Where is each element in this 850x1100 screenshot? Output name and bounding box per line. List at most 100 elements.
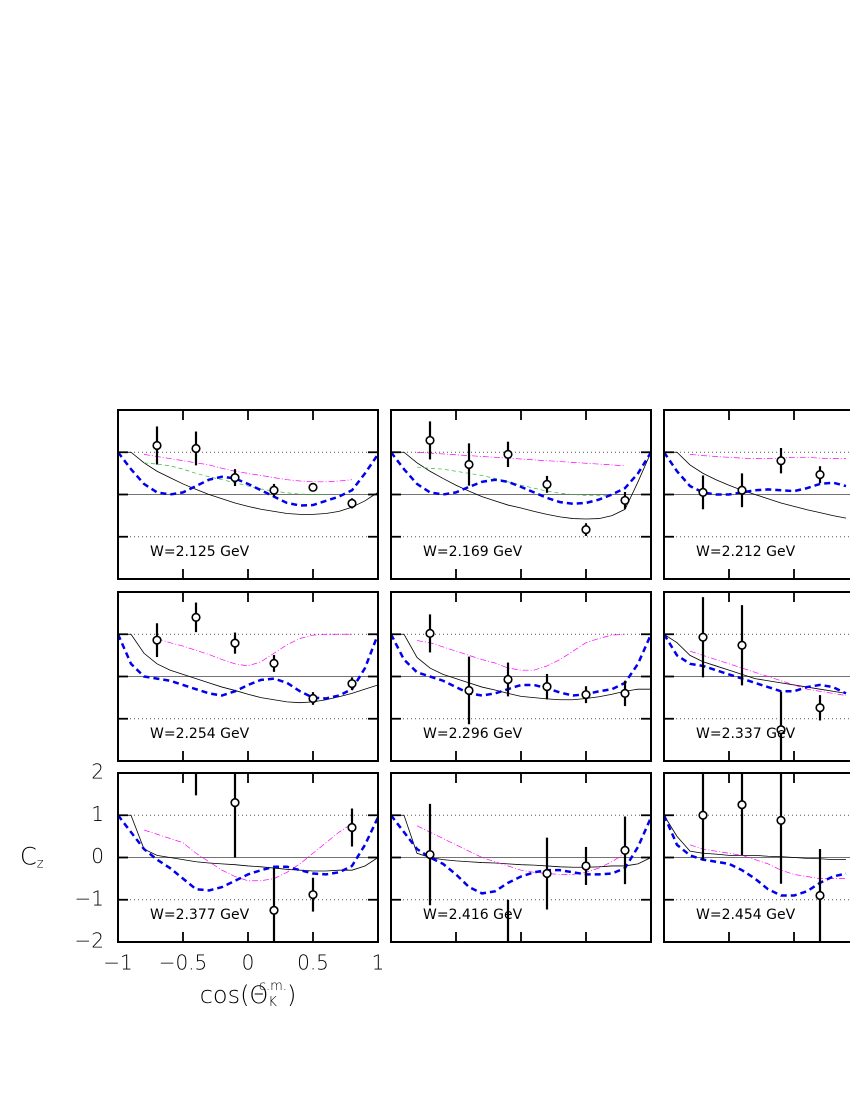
data-point <box>698 487 708 497</box>
data-point <box>269 658 279 669</box>
data-point <box>269 905 279 915</box>
data-point <box>620 495 630 506</box>
data-point <box>152 440 162 451</box>
x-axis-title-part: c.m. <box>259 979 287 994</box>
model-curve <box>391 633 651 697</box>
panel-frame <box>390 409 652 580</box>
model-curve <box>416 466 612 497</box>
y-axis-title-part: C <box>20 843 37 871</box>
data-point <box>737 800 747 810</box>
y-tick-label: 1 <box>91 802 104 826</box>
panel-frame <box>117 591 379 762</box>
model-curve <box>118 633 378 700</box>
data-point <box>698 632 708 642</box>
data-point <box>425 435 435 446</box>
panel-frame <box>663 772 850 943</box>
panel-frame <box>390 591 652 762</box>
panel-frame <box>117 409 379 580</box>
x-tick-label: 0.5 <box>297 951 329 975</box>
data-point <box>347 822 357 833</box>
panel <box>664 773 850 942</box>
model-curve <box>664 451 847 496</box>
panel-frame <box>117 772 379 943</box>
data-point <box>620 688 630 699</box>
data-point <box>464 459 474 470</box>
data-point <box>308 693 318 704</box>
annotation: W=2.169 GeV <box>423 544 523 560</box>
data-point <box>308 482 318 492</box>
panel-frame <box>390 772 652 943</box>
data-point <box>230 638 240 648</box>
panel <box>118 426 378 538</box>
model-curve <box>664 633 847 694</box>
model-curve <box>391 451 651 506</box>
data-point <box>581 524 591 535</box>
data-point <box>191 443 201 454</box>
x-tick-label: −0.5 <box>159 951 208 975</box>
data-point <box>192 744 200 752</box>
y-tick-label: −1 <box>75 886 104 910</box>
model-curve <box>118 814 378 892</box>
data-point <box>230 797 240 808</box>
annotation: W=2.125 GeV <box>150 544 250 560</box>
annotation: W=2.296 GeV <box>423 726 523 742</box>
y-axis-title-part: z <box>37 856 44 871</box>
data-point <box>308 890 318 900</box>
y-tick-label: −2 <box>75 929 104 953</box>
panel-frame <box>663 591 850 762</box>
data-point <box>698 810 708 820</box>
model-curve <box>391 814 651 895</box>
data-point <box>581 861 591 871</box>
data-point <box>425 628 435 639</box>
panel <box>391 803 651 942</box>
panel <box>118 602 378 720</box>
data-point <box>737 485 747 495</box>
annotation: W=2.254 GeV <box>150 726 250 742</box>
x-axis-title-part: ) <box>287 981 296 1009</box>
data-point <box>230 473 240 483</box>
data-point <box>542 868 552 879</box>
panel <box>391 421 651 538</box>
data-point <box>776 725 786 735</box>
model-curve <box>118 451 378 515</box>
data-point <box>581 690 591 700</box>
data-point <box>152 635 162 645</box>
model-curve <box>664 814 847 897</box>
model-curve <box>664 815 846 861</box>
model-curve <box>664 633 847 695</box>
panel <box>664 597 850 761</box>
y-tick-label: 2 <box>91 760 104 784</box>
data-point <box>425 849 435 860</box>
annotation: W=2.377 GeV <box>150 907 250 923</box>
model-curve <box>664 451 847 519</box>
x-tick-label: 1 <box>372 951 385 975</box>
y-axis-title: Cz <box>20 843 44 872</box>
model-curve <box>118 451 378 507</box>
model-curve <box>391 451 651 520</box>
annotation: W=2.454 GeV <box>696 907 796 923</box>
data-point <box>776 456 786 466</box>
data-point <box>776 815 786 825</box>
model-curve <box>156 633 352 667</box>
data-point <box>542 682 552 692</box>
model-curve <box>689 650 847 696</box>
data-point <box>542 479 552 489</box>
model-curve <box>391 814 651 868</box>
panel <box>118 744 378 942</box>
data-point <box>347 498 357 508</box>
data-point <box>269 485 279 495</box>
x-axis-title-part: cos(Θ <box>200 981 269 1009</box>
data-point <box>815 890 825 901</box>
model-curve <box>143 454 353 483</box>
x-tick-label: −1 <box>103 951 132 975</box>
data-point <box>464 685 474 696</box>
panel-frame <box>663 409 850 580</box>
model-curve <box>118 814 378 872</box>
panel <box>664 448 850 538</box>
panel <box>391 614 651 725</box>
x-axis-title-part: K <box>268 995 277 1010</box>
x-axis-title: cos(ΘKc.m.) <box>200 979 297 1010</box>
model-curve <box>416 451 626 467</box>
data-point <box>347 679 357 689</box>
